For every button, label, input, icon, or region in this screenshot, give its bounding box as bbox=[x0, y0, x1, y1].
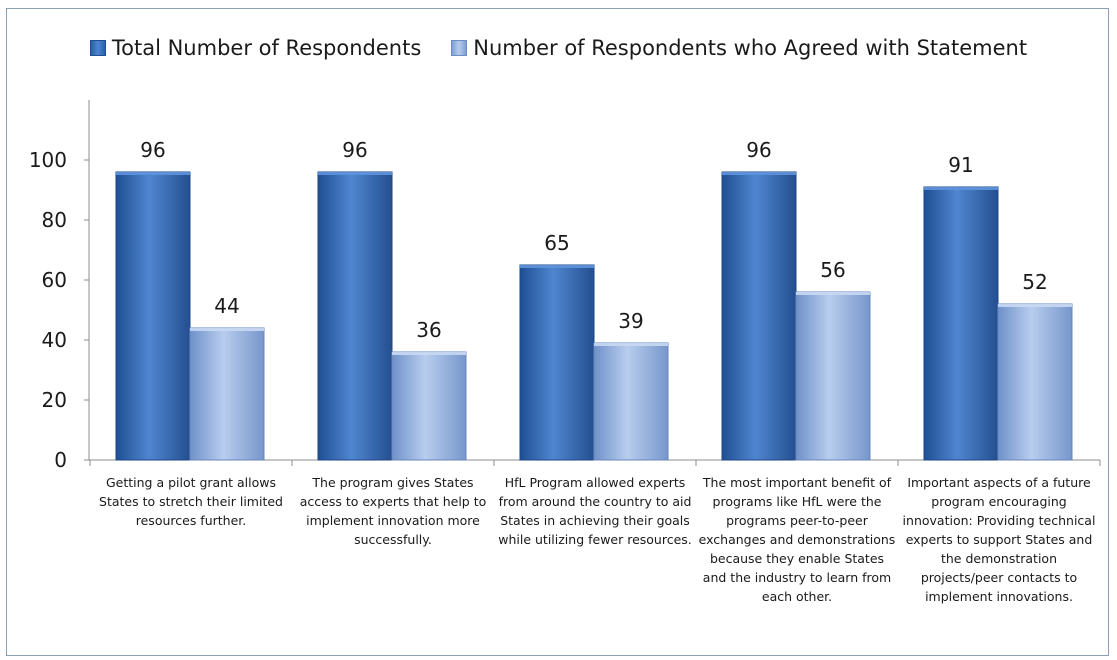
bar-cap bbox=[520, 265, 594, 268]
bar-agreed bbox=[997, 303, 1073, 461]
y-tick-label: 80 bbox=[42, 208, 67, 232]
bar-total bbox=[519, 264, 595, 461]
chart-legend: Total Number of Respondents Number of Re… bbox=[0, 36, 1117, 60]
legend-item-agreed: Number of Respondents who Agreed with St… bbox=[451, 36, 1027, 60]
y-tick-label: 0 bbox=[54, 448, 67, 472]
bar-value-label: 56 bbox=[820, 258, 845, 282]
chart-frame bbox=[6, 8, 1109, 656]
bar-value-label: 96 bbox=[746, 138, 771, 162]
legend-swatch-total bbox=[89, 40, 106, 56]
bar-cap bbox=[796, 292, 870, 295]
y-tick-label: 100 bbox=[29, 148, 67, 172]
y-tick-label: 60 bbox=[42, 268, 67, 292]
bar-cap bbox=[392, 352, 466, 355]
legend-item-total: Total Number of Respondents bbox=[89, 36, 422, 60]
bar-agreed bbox=[593, 342, 669, 461]
legend-label-total: Total Number of Respondents bbox=[111, 36, 422, 60]
bar-cap bbox=[116, 172, 190, 175]
x-category-label: The most important benefit of programs l… bbox=[698, 475, 896, 604]
bar-total bbox=[923, 186, 999, 461]
bar-value-label: 65 bbox=[544, 231, 569, 255]
x-category-label: Getting a pilot grant allows States to s… bbox=[99, 475, 283, 528]
bar-total bbox=[721, 171, 797, 461]
bar-total bbox=[115, 171, 191, 461]
y-tick-label: 40 bbox=[42, 328, 67, 352]
x-category-label: HfL Program allowed experts from around … bbox=[498, 475, 692, 547]
bar-value-label: 96 bbox=[342, 138, 367, 162]
legend-label-agreed: Number of Respondents who Agreed with St… bbox=[473, 36, 1028, 60]
bar-value-label: 36 bbox=[416, 318, 441, 342]
bar-cap bbox=[594, 343, 668, 346]
legend-swatch-agreed bbox=[451, 40, 468, 56]
bar-value-label: 39 bbox=[618, 309, 643, 333]
y-tick-label: 20 bbox=[42, 388, 67, 412]
bar-value-label: 91 bbox=[948, 153, 973, 177]
bar-cap bbox=[318, 172, 392, 175]
bar-cap bbox=[190, 328, 264, 331]
bar-cap bbox=[998, 304, 1072, 307]
bar-total bbox=[317, 171, 393, 461]
x-category-label: Important aspects of a future program en… bbox=[902, 475, 1096, 604]
bar-agreed bbox=[391, 351, 467, 461]
bar-value-label: 44 bbox=[214, 294, 239, 318]
bar-value-label: 96 bbox=[140, 138, 165, 162]
x-category-label: The program gives States access to exper… bbox=[299, 475, 487, 547]
bar-agreed bbox=[795, 291, 871, 461]
bar-value-label: 52 bbox=[1022, 270, 1047, 294]
bar-cap bbox=[924, 187, 998, 190]
bar-agreed bbox=[189, 327, 265, 461]
bar-cap bbox=[722, 172, 796, 175]
